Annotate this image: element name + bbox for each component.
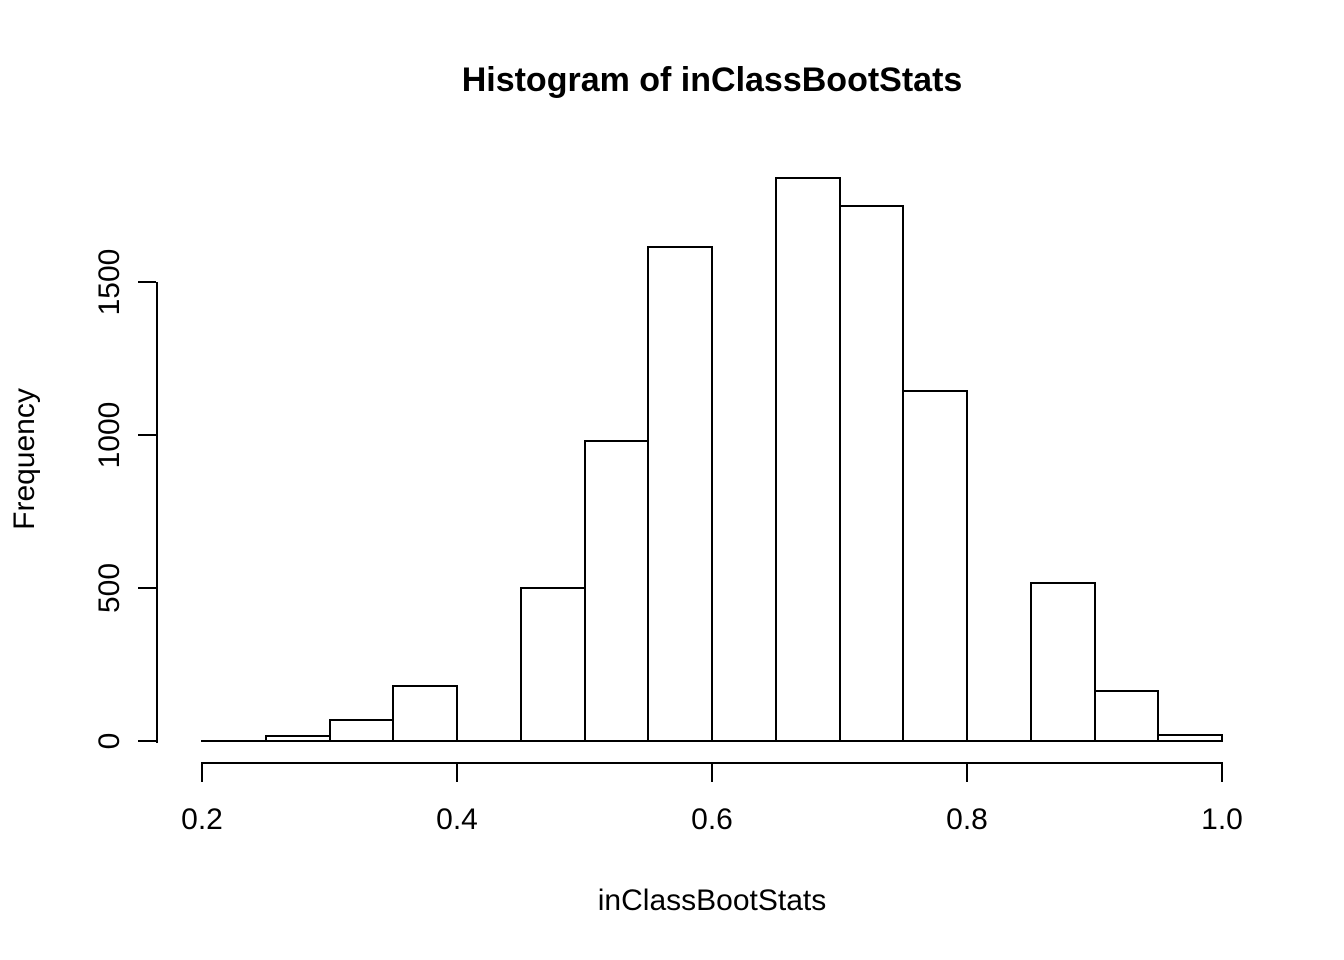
y-tick-label: 500 [93,562,126,614]
y-tick-label: 1500 [93,248,126,316]
x-tick [966,762,968,782]
y-tick [138,587,156,589]
y-tick [138,434,156,436]
x-tick-label: 0.2 [181,803,223,836]
y-tick [138,740,156,742]
histogram-bar [583,440,650,742]
histogram-bar [264,735,331,742]
x-tick-label: 1.0 [1201,803,1243,836]
x-tick-label: 0.6 [691,803,733,836]
histogram-bar [392,684,458,742]
y-tick-label: 0 [93,732,126,750]
y-tick [138,281,156,283]
histogram-bar [328,718,395,742]
x-tick-label: 0.8 [946,803,988,836]
x-tick [1221,762,1223,782]
x-tick [456,762,458,782]
histogram-bar [902,389,968,742]
histogram-bar [1093,689,1160,742]
y-axis-line [156,282,158,743]
histogram-bar [647,245,713,742]
x-axis-label: inClassBootStats [597,884,827,917]
y-tick-label: 1000 [93,401,126,469]
histogram-bar [774,176,841,742]
x-tick-label: 0.4 [436,803,478,836]
x-tick [711,762,713,782]
x-tick [201,762,203,782]
histogram-bar [519,587,586,742]
histogram-bar [1157,733,1223,742]
histogram-bar [838,204,905,742]
chart-title: Histogram of inClassBootStats [461,61,963,99]
histogram-bar [1029,582,1096,742]
